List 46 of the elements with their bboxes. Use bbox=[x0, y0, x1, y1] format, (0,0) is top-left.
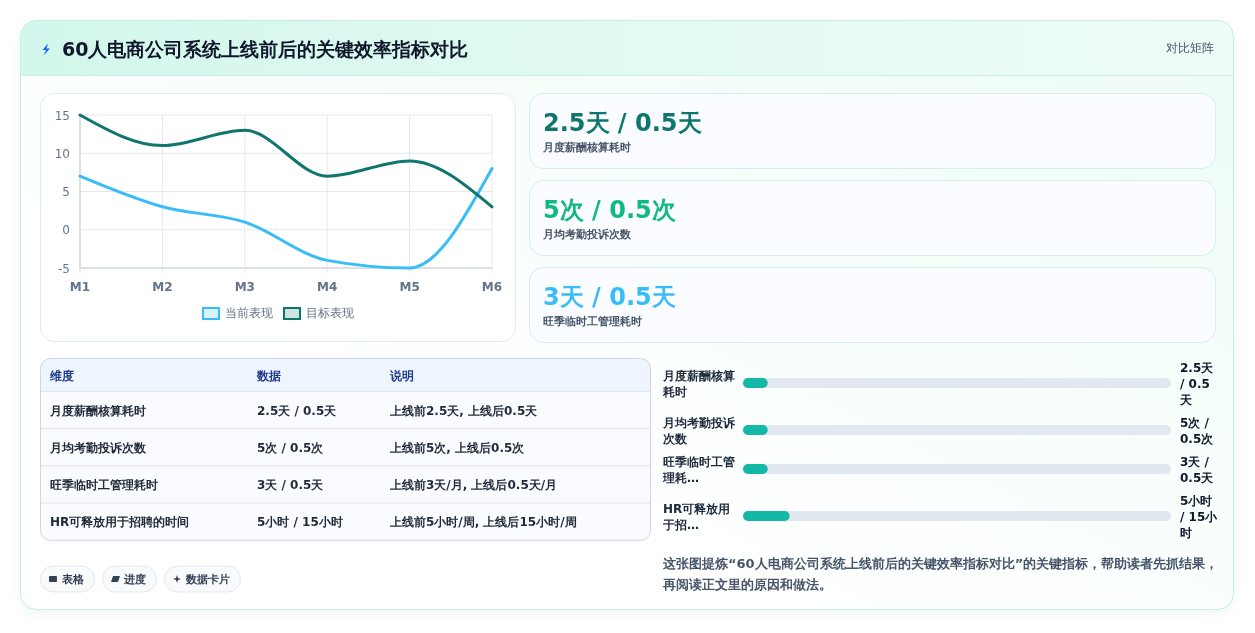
y-tick-label: 10 bbox=[54, 146, 70, 161]
category-label: 月均考勤投诉次数 bbox=[542, 227, 632, 241]
text: 上线前2.5天, 上线后0.5天 bbox=[390, 403, 538, 418]
y-tick-label: 5 bbox=[62, 185, 70, 199]
text: HR可释放用于招聘的时间 bbox=[50, 515, 190, 530]
legend-label: 当前表现 bbox=[225, 306, 273, 320]
text: 2.5天 / 0.5天 bbox=[1179, 360, 1215, 407]
category-label: 数据 bbox=[256, 368, 281, 383]
category-label: 维度 bbox=[49, 368, 74, 383]
category-label: 月度薪酬核算耗时 bbox=[542, 140, 631, 154]
y-tick-label: -5 bbox=[58, 261, 70, 276]
category-label: 旺季临时工管理耗时 bbox=[543, 314, 642, 328]
text: 5次 / 0.5次 bbox=[1180, 415, 1215, 446]
text: 上线前3天/月, 上线后0.5天/月 bbox=[390, 478, 558, 492]
x-tick-label: M6 bbox=[481, 279, 503, 294]
x-tick-label: M1 bbox=[69, 279, 91, 294]
text: 对比矩阵 bbox=[1166, 41, 1214, 55]
y-tick-label: 15 bbox=[54, 108, 70, 123]
text: 3天 / 0.5天 bbox=[543, 282, 676, 311]
text: 2.5天 / 0.5天 bbox=[543, 108, 702, 137]
x-tick-label: M2 bbox=[152, 279, 173, 294]
text: 5小时 / 15小时 bbox=[1180, 493, 1219, 540]
text: 这张图提炼“60人电商公司系统上线前后的关键效率指标对比”的关键指标，帮助读者先抓结果，再阅读正文里的原因和做法。 bbox=[662, 556, 1219, 592]
text: 上线前5小时/周, 上线后15小时/周 bbox=[390, 515, 577, 530]
y-tick-label: 月度薪酬核算耗时 bbox=[662, 368, 735, 399]
text: 旺季临时工管理耗时 bbox=[50, 478, 158, 492]
text: 5次 / 0.5次 bbox=[257, 440, 324, 455]
category-label: 表格 bbox=[61, 573, 85, 586]
legend-label: 目标表现 bbox=[306, 306, 354, 320]
category-label: 说明 bbox=[389, 368, 414, 383]
text: 上线前5次, 上线后0.5次 bbox=[390, 440, 525, 455]
text: 5次 / 0.5次 bbox=[543, 195, 676, 224]
text: 3天 / 0.5天 bbox=[257, 478, 324, 492]
y-tick-label: 0 bbox=[62, 223, 70, 238]
y-tick-label: 旺季临时工管理耗… bbox=[662, 454, 735, 485]
category-label: 进度 bbox=[123, 573, 146, 586]
text: 5小时 / 15小时 bbox=[257, 515, 343, 530]
y-tick-label: 月均考勤投诉次数 bbox=[662, 415, 736, 446]
x-tick-label: M4 bbox=[317, 279, 338, 294]
text: 60人电商公司系统上线前后的关键效率指标对比 bbox=[62, 38, 469, 60]
text: 3天 / 0.5天 bbox=[1180, 454, 1215, 485]
y-tick-label: HR可释放用于招… bbox=[662, 501, 731, 532]
x-tick-label: M3 bbox=[234, 279, 255, 294]
text: 2.5天 / 0.5天 bbox=[257, 403, 337, 418]
x-tick-label: M5 bbox=[399, 279, 420, 294]
category-label: 数据卡片 bbox=[185, 573, 230, 586]
